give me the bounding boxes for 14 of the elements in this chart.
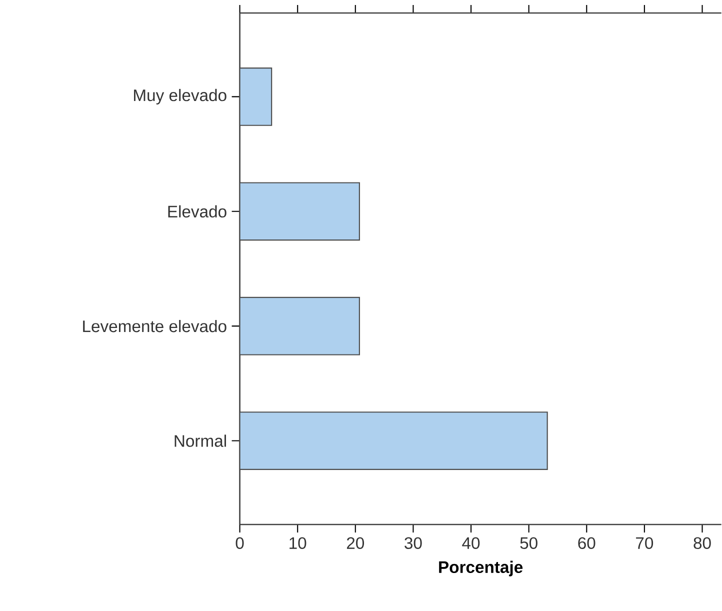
y-tick-label: Normal: [174, 434, 226, 447]
y-tick-label: Muy elevado: [134, 88, 226, 104]
x-tick-label: 40: [462, 537, 480, 549]
x-tick-label: 60: [578, 537, 596, 549]
x-tick-label: 30: [404, 537, 422, 549]
y-tick-label: Elevado: [168, 205, 226, 218]
x-tick-label: 20: [346, 537, 364, 549]
x-axis-title: Porcentaje: [439, 560, 523, 576]
x-tick-label: 70: [636, 537, 654, 549]
y-tick-label: Levemente elevado: [83, 320, 226, 332]
x-tick-label: 10: [290, 537, 306, 549]
x-tick-label: 50: [520, 537, 538, 549]
x-tick-label: 0: [236, 537, 244, 549]
x-tick-label: 80: [694, 537, 711, 549]
